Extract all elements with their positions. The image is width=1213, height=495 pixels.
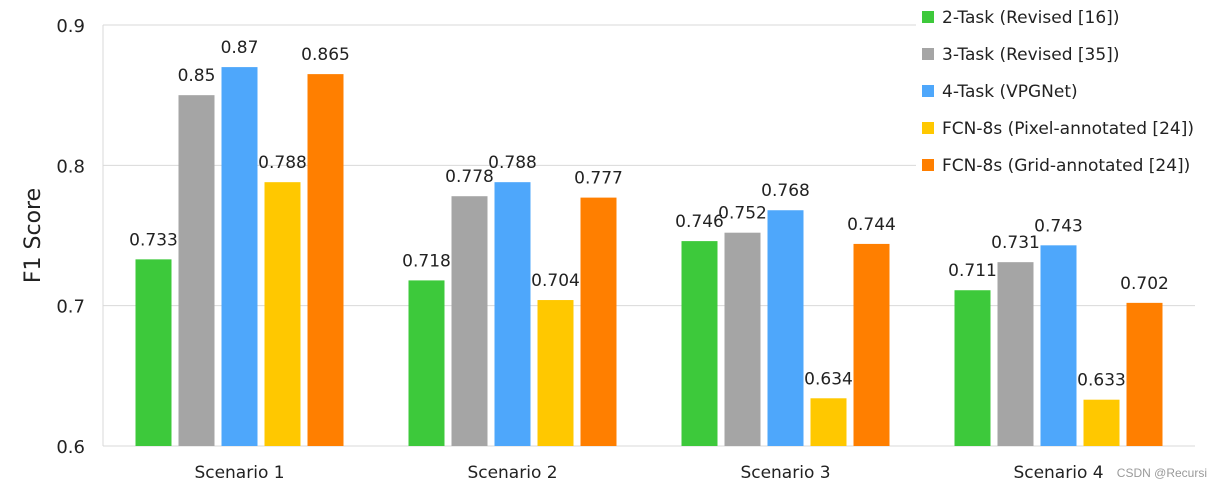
bar: [810, 398, 847, 446]
bar: [767, 210, 804, 446]
legend-backdrop: [916, 0, 1205, 183]
bar: [724, 232, 761, 446]
bar: [494, 182, 531, 446]
data-label: 0.702: [1120, 274, 1169, 294]
data-label: 0.634: [804, 369, 853, 389]
data-label: 0.731: [991, 233, 1040, 253]
legend-entry: 4-Task (VPGNet): [942, 82, 1078, 102]
legend-swatch: [922, 85, 934, 97]
data-label: 0.85: [178, 66, 216, 86]
bar: [307, 74, 344, 446]
data-label: 0.733: [129, 230, 178, 250]
x-tick-label: Scenario 2: [467, 463, 557, 483]
data-label: 0.752: [718, 204, 767, 224]
legend-swatch: [922, 11, 934, 23]
bar: [537, 300, 574, 446]
watermark-text: CSDN @Recursi: [1116, 466, 1207, 480]
bar: [997, 262, 1034, 446]
bar: [178, 95, 215, 447]
legend-swatch: [922, 159, 934, 171]
bar: [681, 241, 718, 446]
bar: [853, 243, 890, 446]
x-tick-label: Scenario 4: [1013, 463, 1103, 483]
bar: [221, 67, 258, 446]
bar: [451, 196, 488, 446]
y-tick-label: 0.8: [56, 156, 85, 177]
data-label: 0.788: [258, 153, 307, 173]
data-label: 0.788: [488, 153, 537, 173]
bar: [1126, 302, 1163, 446]
data-label: 0.865: [301, 45, 350, 65]
data-label: 0.704: [531, 271, 580, 291]
data-label: 0.711: [948, 261, 997, 281]
data-label: 0.633: [1077, 371, 1126, 391]
data-label: 0.768: [761, 181, 810, 201]
bar: [954, 290, 991, 446]
bar: [1040, 245, 1077, 446]
y-tick-label: 0.9: [56, 16, 85, 37]
legend-entry: FCN-8s (Grid-annotated [24]): [942, 156, 1190, 176]
bar: [135, 259, 172, 446]
x-tick-label: Scenario 3: [740, 463, 830, 483]
bar: [408, 280, 445, 446]
x-tick-label: Scenario 1: [194, 463, 284, 483]
legend: 2-Task (Revised [16]) 3-Task (Revised [35…: [916, 0, 1205, 183]
data-label: 0.777: [574, 169, 623, 189]
legend-entry: 2-Task (Revised [16]): [942, 8, 1119, 28]
legend-swatch: [922, 122, 934, 134]
axes: 0.6 0.7 0.8 0.9 F1 Score Scenario 1 Scenario 2…: [21, 16, 1195, 483]
y-axis-label: F1 Score: [21, 188, 46, 283]
legend-entry: FCN-8s (Pixel-annotated [24]): [942, 119, 1194, 139]
data-label: 0.718: [402, 251, 451, 271]
y-tick-label: 0.6: [56, 437, 85, 458]
data-label: 0.744: [847, 215, 896, 235]
legend-swatch: [922, 48, 934, 60]
data-label: 0.87: [221, 38, 259, 58]
bar: [264, 182, 301, 446]
y-tick-label: 0.7: [56, 297, 85, 318]
data-label: 0.743: [1034, 216, 1083, 236]
bars: [135, 67, 1163, 447]
legend-entry: 3-Task (Revised [35]): [942, 45, 1119, 65]
bar: [1083, 399, 1120, 446]
data-label: 0.746: [675, 212, 724, 232]
bar: [580, 197, 617, 446]
data-labels: 0.7330.850.870.7880.8650.7180.7780.7880.…: [129, 38, 1169, 391]
data-label: 0.778: [445, 167, 494, 187]
